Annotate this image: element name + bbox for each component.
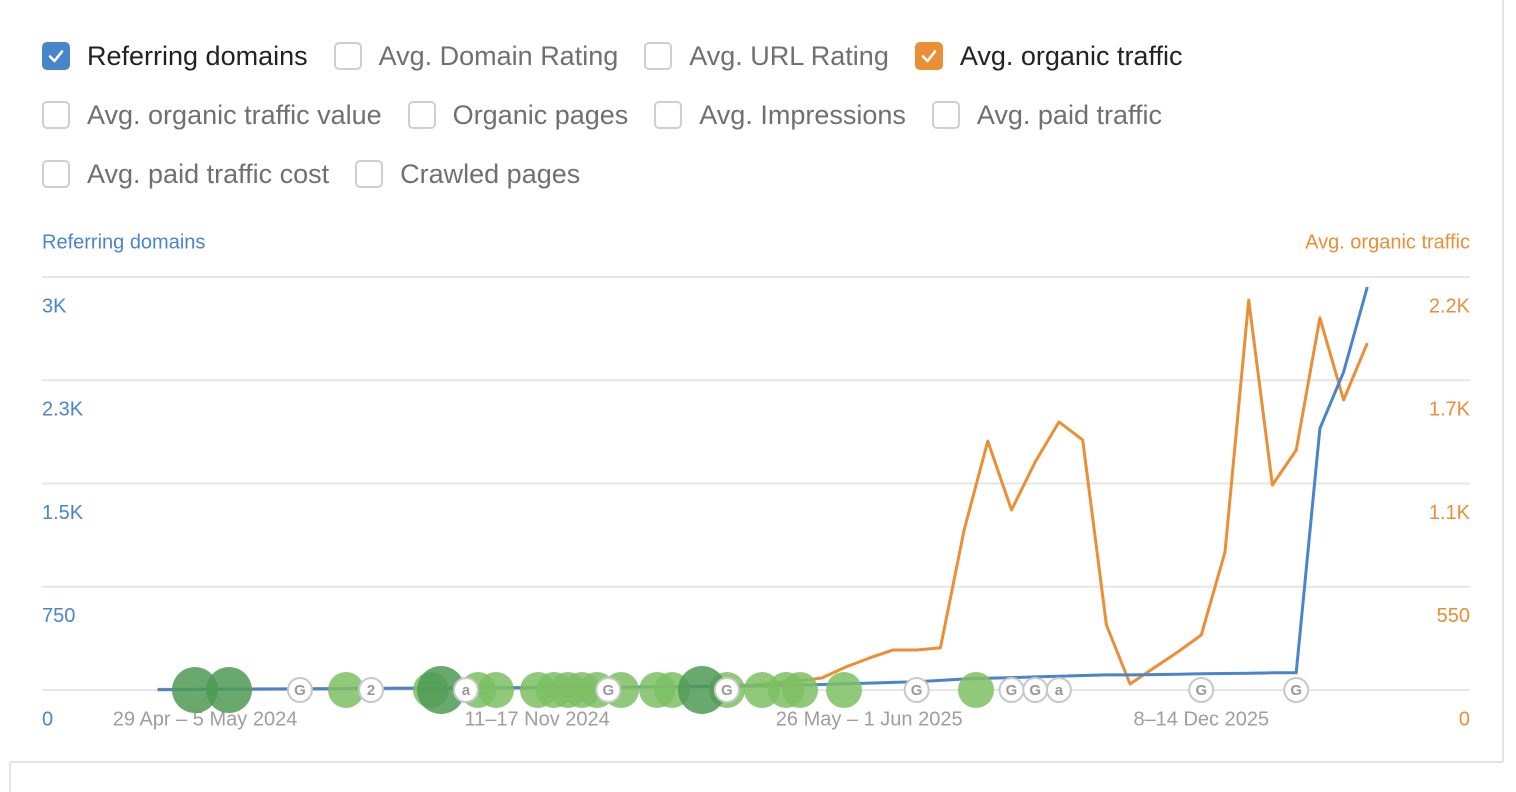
toggle-label: Avg. Domain Rating (378, 40, 619, 71)
series-line (157, 298, 1369, 691)
toggle-label: Avg. organic traffic (959, 40, 1183, 71)
series-line (157, 286, 1369, 692)
checkmark (921, 50, 937, 63)
event-marker (286, 677, 313, 703)
metric-toggle[interactable]: Avg. paid traffic cost (42, 159, 329, 190)
bubble (328, 672, 364, 708)
x-tick-label: 26 May – 1 Jun 2025 (776, 708, 963, 730)
metric-toggle[interactable]: Avg. Impressions (654, 100, 906, 131)
event-marker-label: G (721, 682, 733, 699)
event-marker (1188, 677, 1215, 703)
bubble (206, 667, 252, 713)
metric-toggle[interactable]: Crawled pages (355, 159, 580, 190)
y-tick-label: 750 (42, 605, 75, 627)
event-marker-label: G (911, 682, 923, 699)
metric-toggle[interactable]: Referring domains (42, 41, 308, 72)
y-tick-label: 3K (42, 295, 67, 317)
checkbox[interactable] (914, 42, 943, 70)
metric-toggle[interactable]: Avg. URL Rating (644, 41, 889, 72)
toggle-label: Avg. paid traffic (976, 99, 1162, 130)
metric-toggle[interactable]: Avg. Domain Rating (333, 40, 619, 72)
grid: 0 750 1.5K 2.3K 3K 0 550 1.1K 1.7K 2.2K 29 Apr – 5… (42, 276, 1471, 730)
event-marker-label: G (602, 682, 614, 699)
toggle-label: Avg. Impressions (699, 99, 906, 130)
checkbox[interactable] (42, 160, 70, 188)
event-marker (713, 677, 740, 703)
checkbox[interactable] (355, 160, 384, 188)
x-tick-label: 11–17 Nov 2024 (464, 708, 609, 730)
checkbox[interactable] (654, 101, 683, 129)
event-marker-label: G (1290, 682, 1302, 699)
x-tick-label: 29 Apr – 5 May 2024 (113, 708, 298, 730)
y2-tick-label: 2.2K (1429, 295, 1471, 317)
toggle-label: Avg. URL Rating (689, 40, 889, 71)
event-marker (903, 677, 930, 703)
bubble (958, 672, 994, 708)
event-marker-label: G (1195, 682, 1207, 699)
toggle-row: Referring domains Avg. Domain Rating Avg. … (42, 38, 1208, 74)
bubble (826, 672, 862, 708)
bubble (678, 666, 726, 714)
y-tick-label: 0 (42, 708, 53, 730)
y2-tick-label: 0 (1459, 708, 1470, 730)
event-marker-label: a (1055, 682, 1064, 699)
metric-toggle[interactable]: Avg. organic traffic (914, 40, 1183, 72)
checkbox[interactable] (333, 42, 362, 70)
event-marker (595, 677, 622, 703)
event-marker-label: G (1006, 682, 1018, 699)
bubble (417, 666, 465, 714)
checkbox[interactable] (42, 101, 70, 129)
toggle-row: Avg. organic traffic value Organic pages A… (42, 97, 1208, 133)
toggle-label: Organic pages (452, 99, 629, 130)
metric-toggle[interactable]: Organic pages (407, 99, 629, 131)
toggle-label: Crawled pages (400, 158, 581, 189)
checkbox[interactable] (644, 42, 673, 70)
event-marker (1045, 677, 1072, 703)
y2-axis-title: Avg. organic traffic (1305, 231, 1470, 253)
y2-tick-label: 1.7K (1429, 399, 1471, 421)
checkmark (48, 50, 64, 63)
checkbox[interactable] (42, 42, 70, 70)
toggle-row: Avg. paid traffic cost Crawled pages (42, 156, 1208, 192)
event-marker-label: 2 (367, 682, 375, 699)
x-tick-label: 8–14 Dec 2025 (1133, 708, 1269, 730)
event-marker-label: a (462, 682, 471, 699)
metric-toggles: Referring domains Avg. Domain Rating Avg. … (42, 38, 1208, 215)
y-axis-title: Referring domains (42, 231, 205, 253)
event-marker (358, 677, 385, 703)
toggle-label: Avg. paid traffic cost (87, 158, 330, 189)
toggle-label: Avg. organic traffic value (87, 99, 382, 130)
event-marker-label: G (1029, 682, 1041, 699)
toggle-label: Referring domains (87, 40, 308, 71)
bubble (478, 672, 514, 708)
checkbox[interactable] (407, 101, 436, 129)
bubble (172, 667, 218, 713)
event-marker-label: G (294, 682, 306, 699)
metric-toggle[interactable]: Avg. paid traffic (931, 99, 1162, 131)
y-tick-label: 1.5K (42, 502, 84, 524)
bubble (782, 672, 818, 708)
checkbox[interactable] (931, 101, 960, 129)
event-marker (1283, 677, 1310, 703)
event-marker (452, 677, 479, 703)
metric-toggle[interactable]: Avg. organic traffic value (42, 100, 382, 131)
lines (157, 286, 1369, 692)
y2-tick-label: 550 (1437, 605, 1470, 627)
y2-tick-label: 1.1K (1429, 502, 1471, 524)
y-tick-label: 2.3K (42, 399, 84, 421)
